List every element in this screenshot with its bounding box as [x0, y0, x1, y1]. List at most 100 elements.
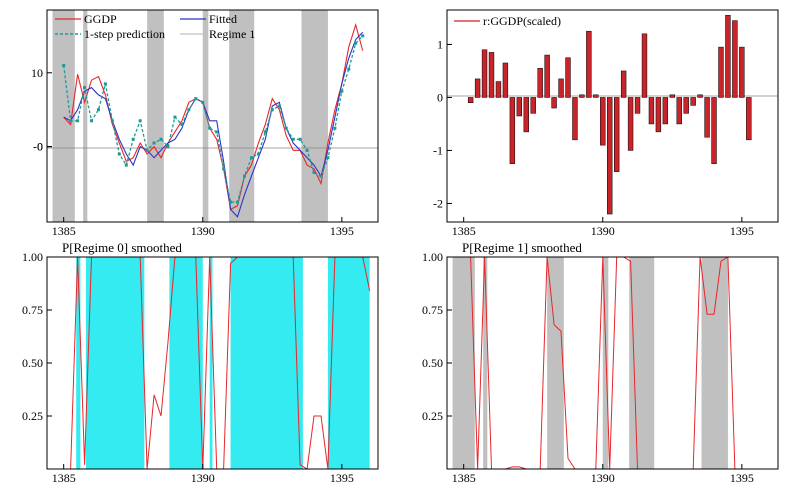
prediction-point — [96, 108, 100, 112]
legend-regime-label: Regime 1 — [209, 27, 255, 41]
prediction-point — [319, 174, 323, 178]
prediction-point — [270, 108, 274, 112]
panel-1-y-tick-label-10: 10 — [31, 66, 43, 80]
panel-4: P[Regime 1] smoothed 1385 1390 1395 0.25 0.5… — [422, 240, 779, 485]
bar — [718, 46, 724, 98]
prediction-point — [291, 137, 295, 141]
prediction-point — [263, 130, 267, 134]
prediction-point — [103, 82, 107, 86]
regime-shade-5 — [701, 257, 728, 469]
regime0-fill-5 — [327, 257, 370, 469]
bar — [600, 97, 606, 146]
prediction-point — [159, 137, 163, 141]
regime-shade-4 — [629, 257, 655, 469]
prediction-point — [347, 67, 351, 71]
bar — [634, 97, 641, 114]
prediction-point — [152, 141, 156, 145]
panel-3-x-tick-label-1390: 1390 — [191, 471, 215, 485]
bar — [676, 97, 682, 125]
panel-1-legend: GGDP Fitted 1-step prediction Regime 1 — [55, 12, 255, 41]
regime-shade-0 — [452, 257, 475, 469]
panel-1-frame — [46, 9, 379, 223]
bar — [648, 97, 655, 125]
prediction-point — [117, 152, 121, 156]
prediction-point — [90, 119, 94, 123]
prediction-point — [305, 148, 309, 152]
bar — [669, 94, 675, 98]
panel-2-x-tick-label-1385: 1385 — [452, 224, 476, 238]
regime0-fill-4 — [230, 257, 303, 469]
prediction-point — [173, 115, 177, 119]
bar — [572, 97, 578, 141]
bar — [544, 54, 550, 98]
bar — [613, 97, 620, 172]
bar — [516, 97, 523, 117]
bar — [481, 49, 488, 98]
legend-ggdp-label: GGDP — [84, 12, 117, 26]
prediction-point — [83, 86, 87, 90]
bar — [704, 97, 710, 138]
prediction-point — [340, 89, 344, 93]
panel-2-y-tick-label--2: -2 — [433, 196, 443, 210]
panel-3-x-tick-label-1395: 1395 — [330, 471, 354, 485]
prediction-point — [215, 130, 219, 134]
regime0-fill-1 — [85, 257, 145, 469]
bar — [495, 81, 502, 98]
bar — [467, 97, 474, 103]
prediction-point — [138, 119, 142, 123]
legend-prediction-label: 1-step prediction — [84, 27, 165, 41]
panel-1-x-tick-label-1390: 1390 — [191, 224, 215, 238]
bar — [746, 97, 752, 141]
panel-2-frame — [446, 9, 779, 223]
bar — [641, 33, 648, 98]
bar — [502, 62, 509, 98]
bar — [474, 78, 481, 98]
panel-3-title: P[Regime 0] smoothed — [62, 240, 182, 255]
regime0-fill-2 — [169, 257, 203, 469]
panel-2-x-tick-label-1390: 1390 — [591, 224, 615, 238]
bar — [607, 97, 613, 215]
panel-2-y-tick-label-0: 0 — [437, 90, 443, 104]
bar — [732, 20, 738, 98]
prediction-point — [110, 119, 114, 123]
prediction-point — [256, 152, 260, 156]
prediction-point — [201, 100, 205, 104]
bar — [537, 68, 543, 98]
bar — [655, 97, 662, 133]
bar — [725, 15, 731, 98]
prediction-point — [194, 97, 198, 101]
prediction-point — [180, 122, 184, 126]
panel-4-x-tick-label-1390: 1390 — [591, 471, 615, 485]
regime0-fill-3 — [209, 257, 213, 469]
prediction-point — [354, 41, 358, 45]
panel-4-y-tick-label-0.25: 0.25 — [422, 409, 443, 423]
panel-3: P[Regime 0] smoothed 1385 1390 1395 0.25 0.5… — [22, 240, 379, 485]
regime-shade-3 — [202, 10, 209, 222]
panel-2-y-tick-label--1: -1 — [433, 143, 443, 157]
prediction-point — [229, 200, 233, 204]
bar — [697, 94, 703, 98]
bar — [579, 94, 585, 98]
prediction-point — [333, 126, 337, 130]
prediction-point — [242, 174, 246, 178]
panel-3-y-tick-label-0.50: 0.50 — [22, 356, 43, 370]
prediction-point — [284, 126, 288, 130]
panel-1-y-tick-label--0: -0 — [33, 140, 43, 154]
panel-2-legend: r:GGDP(scaled) — [454, 14, 561, 28]
panel-4-y-tick-label-0.50: 0.50 — [422, 356, 443, 370]
prediction-point — [145, 148, 149, 152]
panel-3-y-tick-label-1.00: 1.00 — [22, 250, 43, 264]
panel-2-x-tick-label-1395: 1395 — [730, 224, 754, 238]
bar — [509, 97, 516, 164]
prediction-point — [326, 156, 330, 160]
panel-1-x-tick-label-1395: 1395 — [330, 224, 354, 238]
bar — [690, 97, 696, 106]
prediction-point — [187, 108, 191, 112]
regime-shade-1 — [483, 257, 488, 469]
prediction-point — [69, 119, 73, 123]
panel-2-y-tick-label-1: 1 — [437, 37, 443, 51]
prediction-point — [208, 126, 212, 130]
panel-4-y-tick-label-1.00: 1.00 — [422, 250, 443, 264]
panel-3-x-tick-label-1385: 1385 — [52, 471, 76, 485]
